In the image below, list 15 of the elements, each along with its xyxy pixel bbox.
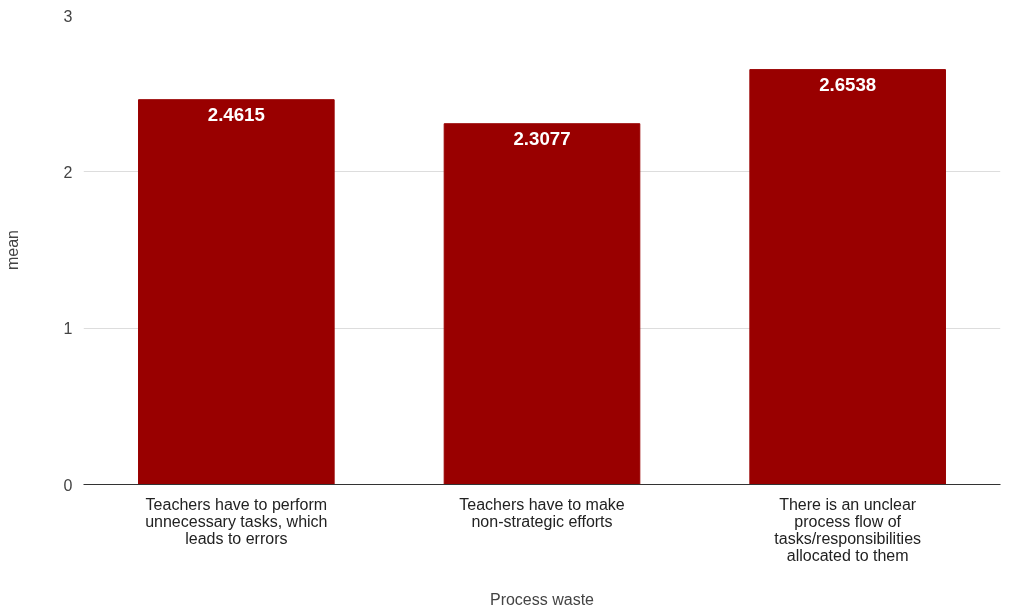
- y-axis-title: mean: [3, 229, 21, 271]
- x-tick-label: Teachers have to perform unnecessary tasks, which leads to errors: [145, 495, 328, 547]
- y-tick-label: 2: [63, 163, 73, 181]
- data-label: 2.6538: [819, 73, 877, 95]
- data-label: 2.3077: [513, 127, 571, 149]
- y-tick-label: 1: [63, 320, 73, 338]
- data-label: 2.4615: [207, 103, 265, 125]
- bar: [443, 123, 641, 485]
- y-tick-label: 3: [63, 7, 73, 25]
- bar: [138, 99, 335, 485]
- x-axis-title: Process waste: [489, 590, 595, 608]
- y-tick-label: 0: [63, 476, 73, 494]
- x-tick-label: There is an unclear process flow of tasks/responsibilities allocated to them: [774, 495, 922, 564]
- bar: [749, 69, 946, 485]
- x-tick-label: Teachers have to make non-strategic efforts: [459, 495, 625, 530]
